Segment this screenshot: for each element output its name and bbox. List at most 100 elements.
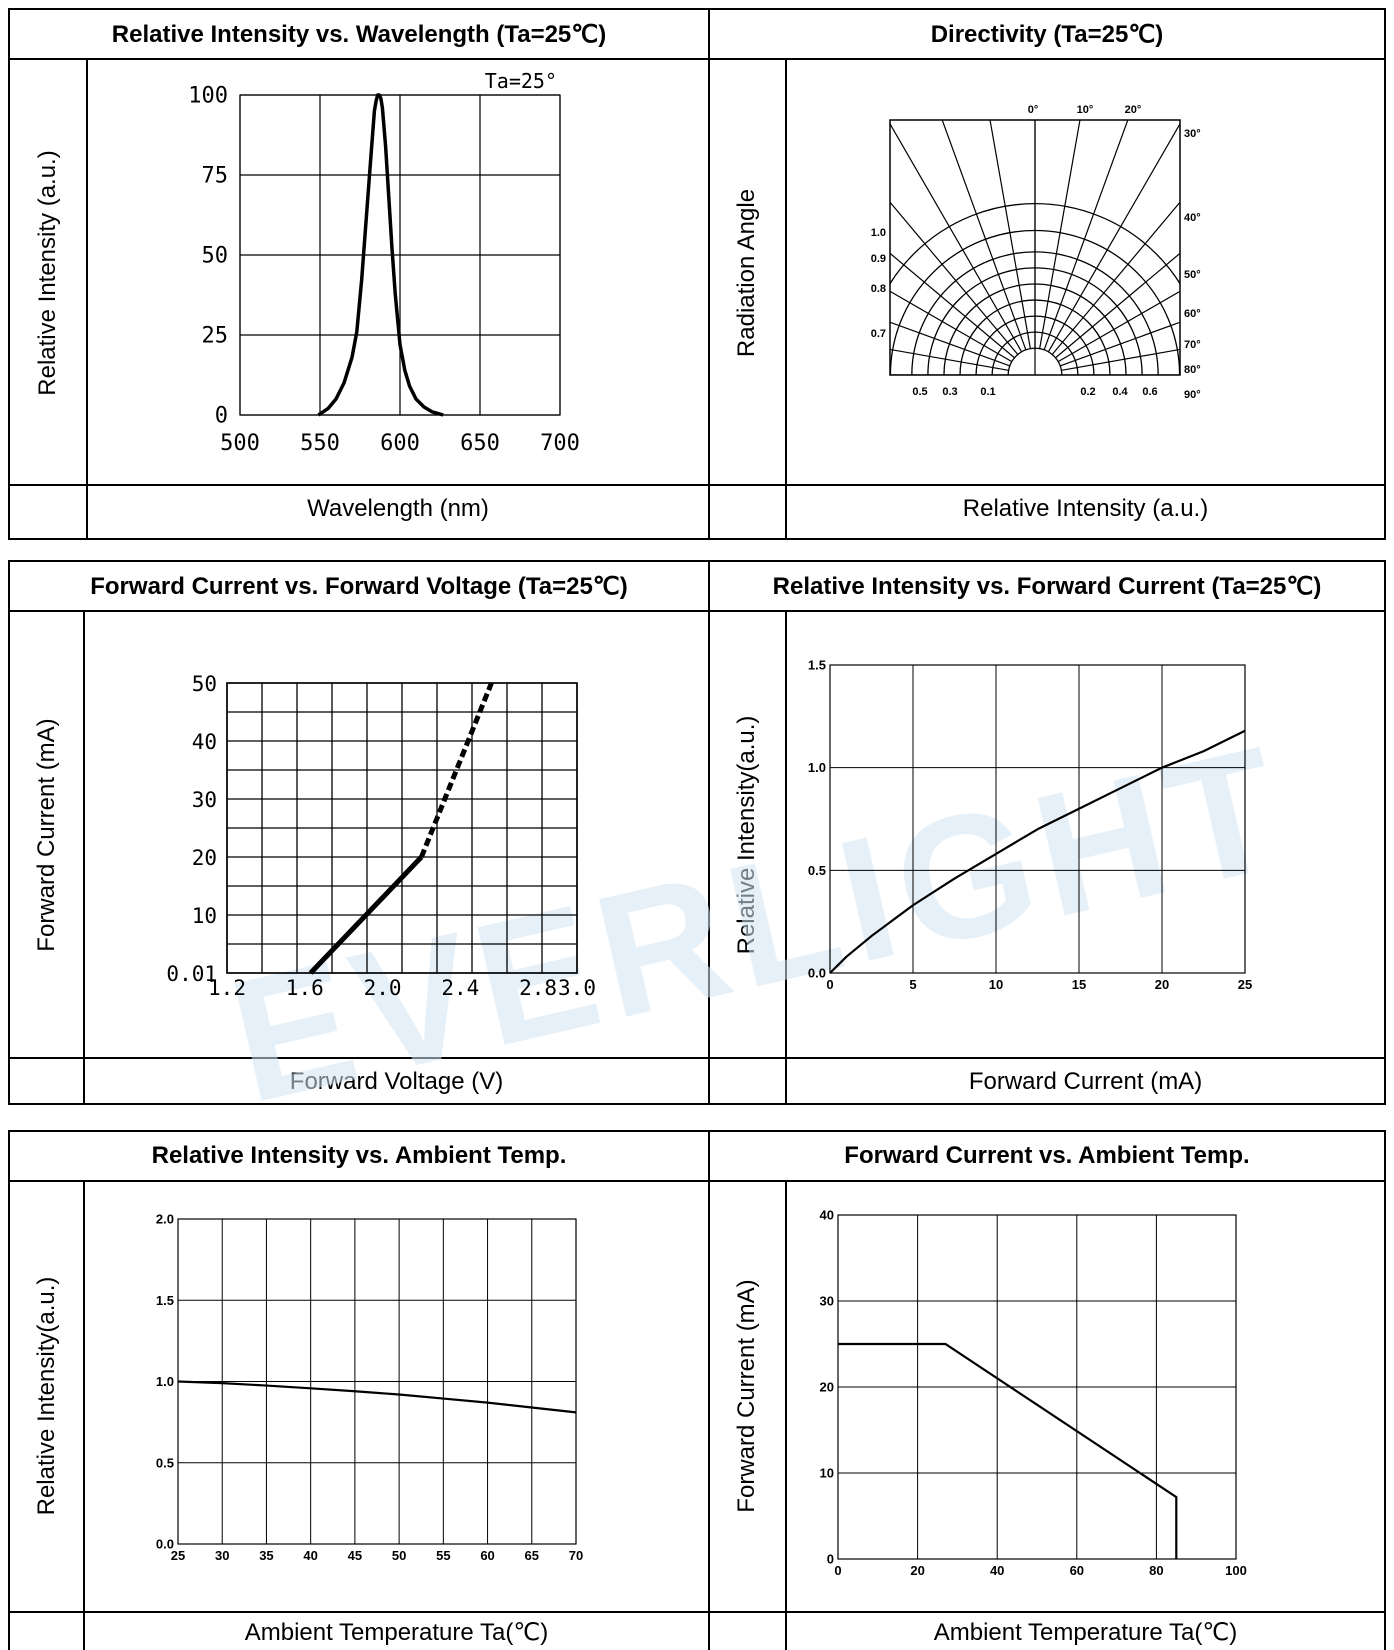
chart-row-2: Forward Current vs. Forward Voltage (Ta=… [8, 560, 1386, 1105]
polar-radial-line [890, 321, 1011, 367]
x-tick-label: 55 [436, 1548, 450, 1563]
y-tick-label: 30 [192, 788, 217, 812]
chart-title-ivif: Relative Intensity vs. Forward Current (… [710, 562, 1384, 612]
ylabel-divider [83, 612, 85, 1103]
polar-radial-line [890, 348, 1010, 372]
polar-radial-line [1051, 201, 1180, 356]
xlabel-divider [10, 1611, 1384, 1613]
x-axis-label: Wavelength (nm) [307, 495, 489, 522]
angle-label: 80° [1184, 364, 1201, 376]
xlabel-divider [10, 1057, 1384, 1059]
x-axis-label: Ambient Temperature Ta(℃) [933, 1619, 1238, 1646]
x-axis-label: Forward Current (mA) [968, 1068, 1203, 1095]
x-tick-label: 10 [989, 977, 1003, 992]
intensity-label: 0.7 [871, 328, 886, 340]
x-tick-label: 45 [348, 1548, 362, 1563]
ifta-series-line [838, 1342, 1178, 1559]
intensity-label: 0.9 [871, 253, 886, 265]
x-tick-label: 550 [300, 431, 340, 456]
x-tick-label: 20 [1155, 977, 1169, 992]
x-tick-label: 2.8 [519, 976, 557, 1000]
x-tick-label: 1.2 [208, 976, 246, 1000]
angle-label: 20° [1125, 104, 1142, 116]
y-tick-label: 100 [188, 84, 228, 109]
intensity-label: 0.2 [1080, 386, 1095, 398]
chart-title-spectrum: Relative Intensity vs. Wavelength (Ta=25… [10, 10, 710, 60]
xlabel-divider [10, 484, 1384, 486]
x-tick-label: 1.6 [286, 976, 324, 1000]
y-tick-label: 0.5 [156, 1455, 174, 1470]
x-tick-label: 0 [834, 1563, 841, 1578]
x-tick-label: 600 [380, 431, 420, 456]
y-tick-label: 0.0 [156, 1537, 174, 1552]
x-tick-label: 80 [1149, 1563, 1163, 1578]
y-tick-label: 1.5 [156, 1293, 174, 1308]
angle-label: 0° [1028, 104, 1039, 116]
x-axis-label: Ambient Temperature Ta(℃) [244, 1619, 549, 1646]
chart-title-ivta: Relative Intensity vs. Ambient Temp. [10, 1132, 710, 1182]
x-tick-label: 15 [1072, 977, 1086, 992]
x-tick-label: 35 [259, 1548, 273, 1563]
polar-radial-line [1038, 120, 1081, 350]
ylabel-divider [785, 612, 787, 1103]
ylabel-divider [86, 60, 88, 538]
y-tick-label: 0.5 [808, 863, 826, 878]
x-tick-label: 650 [460, 431, 500, 456]
chart-ivta: 25 30 35 40 45 50 55 60 65 70 0.0 0.5 1.0 1.5 2.0 [156, 1212, 583, 1563]
chart-title-ifta: Forward Current vs. Ambient Temp. [710, 1132, 1384, 1182]
intensity-label: 0.8 [871, 283, 886, 295]
intensity-label: 0.3 [942, 386, 957, 398]
ifvf-series-dashed [419, 682, 494, 858]
x-tick-label: 40 [990, 1563, 1004, 1578]
angle-label: 10° [1077, 104, 1094, 116]
y-tick-label: 50 [192, 672, 217, 696]
y-tick-label: 0.01 [166, 962, 217, 986]
x-tick-label: 5 [909, 977, 916, 992]
y-tick-label: 1.0 [808, 760, 826, 775]
chart-ifta: 0 20 40 60 80 100 0 10 20 30 40 [820, 1208, 1247, 1578]
x-tick-label: 20 [910, 1563, 924, 1578]
column-divider [708, 562, 710, 1103]
chart-ifvf: 1.2 1.6 2.0 2.4 2.8 3.0 0.01 10 20 30 40 50 [166, 672, 596, 1000]
x-tick-label: 2.4 [441, 976, 479, 1000]
spectrum-series-line [317, 93, 444, 417]
column-divider [708, 10, 710, 538]
x-tick-label: 2.0 [364, 976, 402, 1000]
ifvf-series-solid [308, 855, 424, 975]
angle-label: 50° [1184, 269, 1201, 281]
chart-row-1: Relative Intensity vs. Wavelength (Ta=25… [8, 8, 1386, 540]
plot-frame [226, 682, 578, 974]
column-divider [708, 1132, 710, 1650]
angle-label: 90° [1184, 389, 1201, 401]
intensity-label: 0.1 [980, 386, 995, 398]
polar-radial-line [1059, 321, 1180, 367]
y-tick-label: 10 [192, 904, 217, 928]
y-tick-label: 40 [820, 1208, 834, 1223]
plot-frame [837, 1214, 1237, 1560]
chart-title-ifvf: Forward Current vs. Forward Voltage (Ta=… [10, 562, 710, 612]
polar-radial-line [989, 120, 1032, 350]
chart-title-directivity: Directivity (Ta=25℃) [710, 10, 1384, 60]
y-tick-label: 20 [820, 1380, 834, 1395]
intensity-label: 1.0 [871, 227, 886, 239]
angle-label: 60° [1184, 308, 1201, 320]
y-tick-label: 0.0 [808, 966, 826, 981]
chart-directivity: 0° 10° 20° 30° 40° 50° 60° 70° 80° 90° 1.0 0.9 0.8 0.… [871, 104, 1201, 401]
x-tick-label: 50 [392, 1548, 406, 1563]
polar-radial-line [1057, 290, 1180, 363]
ivif-series-line [829, 729, 1246, 974]
plot-frame [829, 664, 1246, 974]
ylabel-divider [785, 60, 787, 538]
y-tick-label: 30 [820, 1294, 834, 1309]
x-tick-label: 100 [1225, 1563, 1247, 1578]
y-tick-label: 2.0 [156, 1212, 174, 1227]
angle-label: 40° [1184, 212, 1201, 224]
intensity-label: 0.5 [912, 386, 927, 398]
y-tick-label: 75 [202, 164, 229, 189]
polar-radial-line [890, 201, 1019, 356]
x-tick-label: 25 [171, 1548, 185, 1563]
y-tick-label: 0 [215, 404, 228, 429]
temperature-annotation: Ta=25° [485, 69, 557, 93]
x-axis-label: Relative Intensity (a.u.) [962, 495, 1209, 522]
polar-radial-line [890, 122, 1023, 353]
